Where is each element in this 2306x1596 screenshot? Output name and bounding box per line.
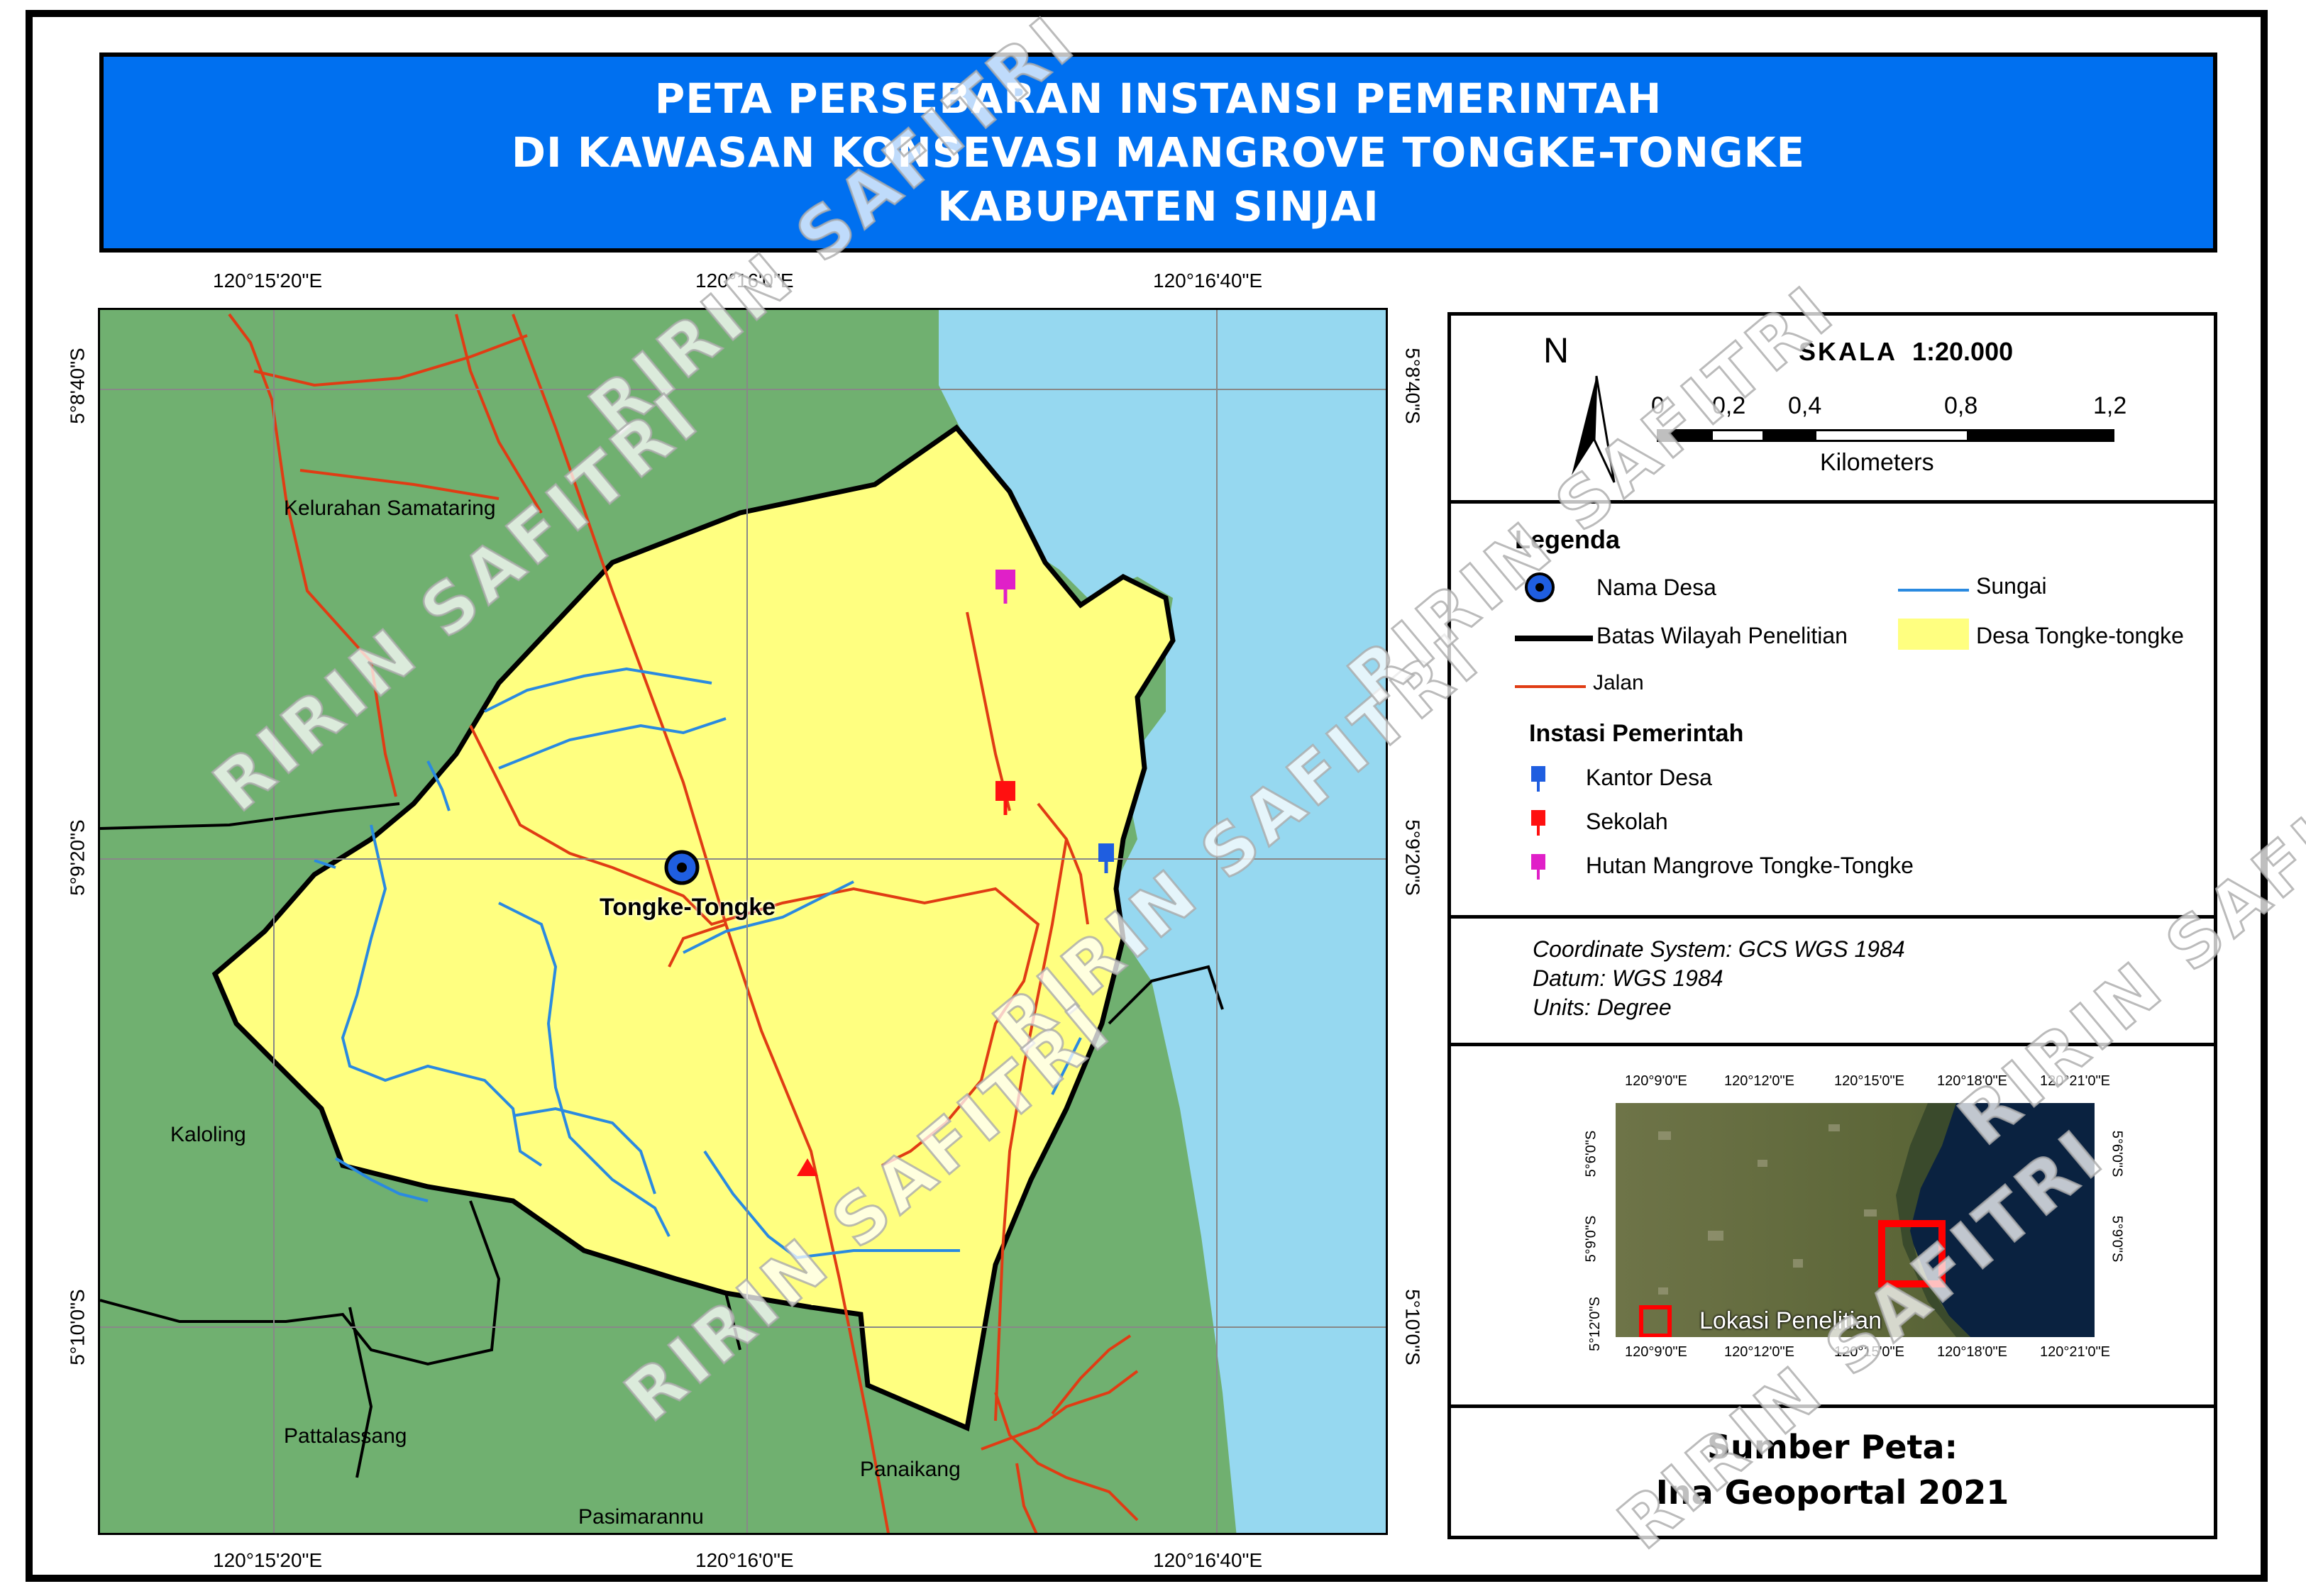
inset-lon-bottom-5: 120°21'0"E [2040, 1344, 2110, 1360]
scale-title: SKALA [1799, 337, 1897, 366]
source-panel: Sumber Peta: Ina Geoportal 2021 [1447, 1404, 2217, 1539]
legend-road-swatch [1515, 685, 1586, 688]
legend-panel: Legenda Nama Desa Sungai Batas Wilayah P… [1447, 500, 2217, 919]
inset-lon-top-1: 120°9'0"E [1625, 1073, 1687, 1089]
lon-label-top-1: 120°15'20"E [213, 270, 323, 292]
legend-instansi-title: Instasi Pemerintah [1529, 720, 1744, 747]
map-frame [26, 10, 2268, 1582]
river-network [314, 667, 1082, 1260]
inset-lat-left-3: 5°12'0"S [1587, 1297, 1603, 1351]
coordinate-system-panel: Coordinate System: GCS WGS 1984 Datum: W… [1447, 915, 2217, 1046]
lat-label-left-1: 5°8'40"S [66, 348, 89, 424]
source-line-1: Sumber Peta: [1707, 1428, 1958, 1466]
coord-datum: Datum: WGS 1984 [1533, 965, 1723, 991]
lat-label-right-3: 5°10'0"S [1401, 1289, 1424, 1365]
inset-lat-left-2: 5°9'0"S [1583, 1215, 1599, 1263]
inset-lat-right-1: 5°6'0"S [2109, 1130, 2125, 1177]
legend-village-icon [1525, 572, 1555, 602]
label-pasimarannu: Pasimarannu [578, 1505, 704, 1529]
sekolah-pin-small-icon [797, 1158, 818, 1176]
hutan-mangrove-pin-icon [995, 570, 1015, 604]
label-village: Tongke-Tongke [600, 894, 776, 921]
legend-sekolah-pin-icon [1531, 810, 1545, 836]
lon-label-bottom-2: 120°16'0"E [695, 1549, 794, 1571]
legend-desa: Desa Tongke-tongke [1976, 623, 2184, 648]
legend-desa-swatch [1898, 619, 1969, 650]
legend-jalan: Jalan [1593, 671, 1644, 694]
inset-lon-bottom-4: 120°18'0"E [1937, 1344, 2007, 1360]
legend-title: Legenda [1515, 525, 1621, 554]
inset-panel: Lokasi Penelitian 120°9'0"E 120°12'0"E 1… [1447, 1043, 2217, 1408]
lat-label-left-2: 5°9'20"S [66, 819, 89, 896]
lat-label-right-1: 5°8'40"S [1401, 348, 1424, 424]
label-kaloling: Kaloling [170, 1123, 246, 1146]
legend-batas: Batas Wilayah Penelitian [1596, 623, 1848, 648]
title-line-3: KABUPATEN SINJAI [937, 182, 1379, 231]
legend-kantor-pin-icon [1531, 766, 1545, 792]
main-map [98, 308, 1388, 1535]
scale-panel: N SKALA 1:20.000 0 0,2 0,4 0,8 1,2 Kilom… [1447, 312, 2217, 504]
lon-label-top-2: 120°16'0"E [695, 270, 794, 292]
graticule-lines [100, 310, 1386, 1533]
scale-tick-4: 1,2 [2093, 392, 2127, 419]
inset-lon-top-3: 120°15'0"E [1834, 1073, 1904, 1089]
lat-label-left-3: 5°10'0"S [66, 1289, 89, 1365]
label-pattalassang: Pattalassang [284, 1424, 407, 1448]
inset-satellite-map [1616, 1103, 2095, 1337]
inset-lokasi-label: Lokasi Penelitian [1699, 1307, 1882, 1334]
scale-tick-1: 0,2 [1712, 392, 1746, 419]
inset-lon-top-4: 120°18'0"E [1937, 1073, 2007, 1089]
lon-label-bottom-3: 120°16'40"E [1153, 1549, 1263, 1571]
scale-ratio: 1:20.000 [1912, 337, 2014, 366]
inset-lon-bottom-1: 120°9'0"E [1625, 1344, 1687, 1360]
lat-label-right-2: 5°9'20"S [1401, 819, 1424, 896]
label-kelurahan: Kelurahan Samataring [284, 497, 496, 520]
legend-nama-desa: Nama Desa [1596, 575, 1716, 600]
district-boundaries [100, 802, 1224, 1478]
legend-river-swatch [1898, 589, 1969, 592]
legend-hutan: Hutan Mangrove Tongke-Tongke [1586, 853, 1914, 878]
inset-lon-top-2: 120°12'0"E [1724, 1073, 1794, 1089]
inset-lon-bottom-2: 120°12'0"E [1724, 1344, 1794, 1360]
lon-label-top-3: 120°16'40"E [1153, 270, 1263, 292]
source-line-2: Ina Geoportal 2021 [1655, 1473, 2009, 1512]
north-arrow-icon [1572, 375, 1616, 483]
coord-units: Units: Degree [1533, 994, 1672, 1020]
legend-hutan-pin-icon [1531, 854, 1545, 880]
title-line-2: DI KAWASAN KONSEVASI MANGROVE TONGKE-TON… [511, 128, 1806, 177]
lon-label-bottom-1: 120°15'20"E [213, 1549, 323, 1571]
label-panaikang: Panaikang [860, 1458, 961, 1481]
kantor-desa-pin-icon [1098, 843, 1114, 873]
scale-bar [1657, 429, 2114, 442]
sea-area [939, 310, 1386, 1533]
scale-tick-3: 0,8 [1944, 392, 1978, 419]
scale-unit: Kilometers [1820, 449, 1934, 476]
inset-lon-bottom-3: 120°15'0"E [1834, 1344, 1904, 1360]
main-map-svg [100, 310, 1386, 1533]
inset-lat-left-1: 5°6'0"S [1583, 1130, 1599, 1177]
map-title: PETA PERSEBARAN INSTANSI PEMERINTAH DI K… [99, 52, 2217, 253]
desa-polygon [211, 424, 1176, 1431]
inset-lat-right-2: 5°9'0"S [2109, 1215, 2125, 1263]
north-label: N [1543, 331, 1569, 370]
legend-sekolah: Sekolah [1586, 809, 1668, 834]
legend-sungai: Sungai [1976, 573, 2047, 599]
scale-tick-0: 0 [1651, 392, 1665, 419]
scale-tick-2: 0,4 [1788, 392, 1822, 419]
coord-system: Coordinate System: GCS WGS 1984 [1533, 936, 1905, 962]
legend-boundary-swatch [1515, 636, 1593, 641]
inset-lon-top-5: 120°21'0"E [2040, 1073, 2110, 1089]
title-line-1: PETA PERSEBARAN INSTANSI PEMERINTAH [654, 74, 1662, 123]
village-point-center [677, 863, 687, 872]
legend-kantor: Kantor Desa [1586, 765, 1712, 790]
road-network [228, 313, 1139, 1533]
sekolah-pin-icon [995, 781, 1015, 815]
